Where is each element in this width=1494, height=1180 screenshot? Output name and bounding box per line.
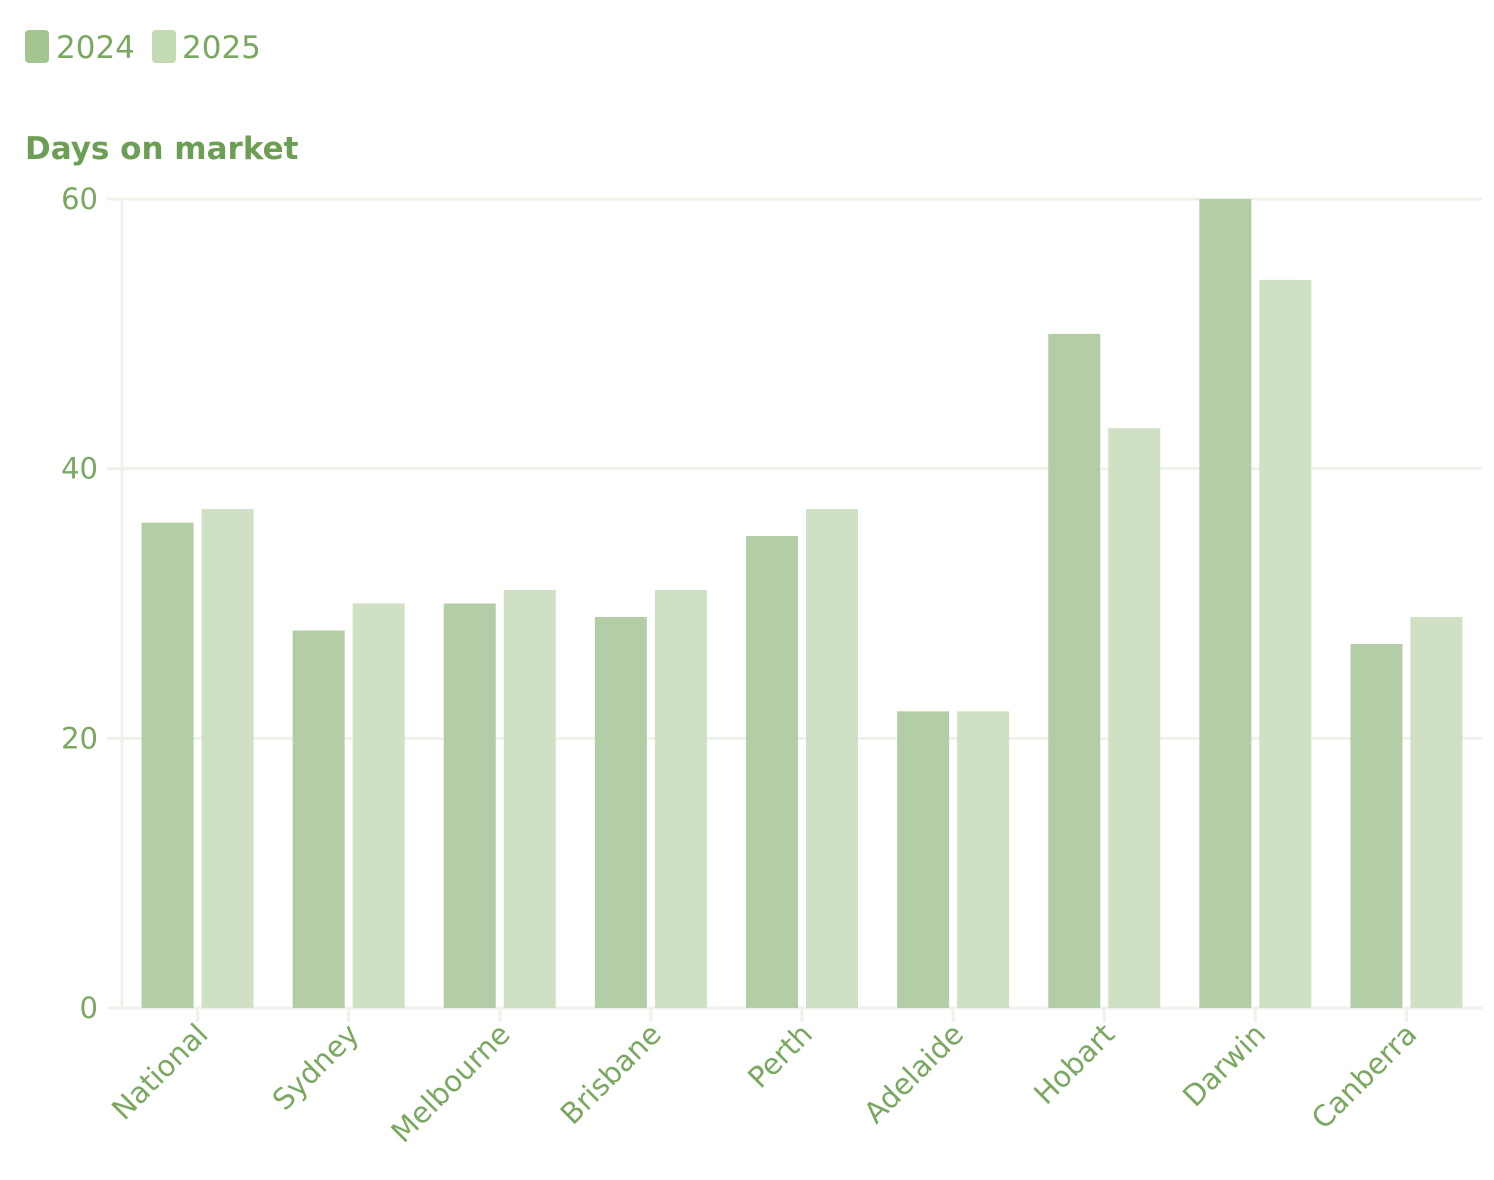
x-tick-label-hobart: Hobart [1027,1017,1121,1111]
y-tick-label-40: 40 [61,452,98,486]
bar-canberra-2024[interactable] [1350,643,1403,1008]
y-axis-title: Days on market [25,131,299,167]
x-tick-label-darwin: Darwin [1176,1017,1272,1113]
x-tick-label-melbourne: Melbourne [384,1017,516,1149]
bar-melbourne-2025[interactable] [503,590,556,1008]
x-tick-label-adelaide: Adelaide [857,1017,970,1130]
bar-national-2025[interactable] [201,509,254,1008]
legend-label-2024[interactable]: 2024 [56,30,135,66]
bar-brisbane-2025[interactable] [654,590,707,1008]
x-tick-label-perth: Perth [741,1017,819,1095]
bar-national-2024[interactable] [141,522,194,1008]
bar-adelaide-2024[interactable] [897,711,950,1008]
bar-canberra-2025[interactable] [1410,616,1463,1008]
x-tick-label-brisbane: Brisbane [554,1017,668,1131]
y-tick-label-20: 20 [61,721,98,755]
bar-darwin-2025[interactable] [1259,279,1312,1008]
bar-sydney-2025[interactable] [352,603,405,1009]
x-tick-label-canberra: Canberra [1305,1017,1424,1136]
x-tick-label-sydney: Sydney [266,1017,366,1117]
legend-label-2025[interactable]: 2025 [182,30,261,66]
bar-perth-2025[interactable] [806,509,858,1008]
bar-brisbane-2024[interactable] [594,616,647,1008]
legend: 2024 2025 [25,30,261,66]
bar-adelaide-2025[interactable] [957,711,1010,1008]
bar-darwin-2024[interactable] [1199,199,1252,1008]
bars [141,199,1463,1009]
x-axis-ticks: National Sydney Melbourne Brisbane Perth Adel… [105,1008,1423,1149]
bar-hobart-2024[interactable] [1048,333,1101,1008]
bar-hobart-2025[interactable] [1108,428,1161,1008]
y-tick-label-60: 60 [61,182,98,216]
legend-swatch-2025[interactable] [152,30,176,63]
bar-perth-2024[interactable] [746,536,798,1008]
bar-sydney-2024[interactable] [292,630,345,1008]
y-tick-label-0: 0 [80,991,98,1025]
x-tick-label-national: National [105,1017,214,1126]
legend-swatch-2024[interactable] [25,30,49,63]
y-axis-ticks: 0 20 40 60 [61,182,98,1025]
bar-melbourne-2024[interactable] [443,603,496,1009]
